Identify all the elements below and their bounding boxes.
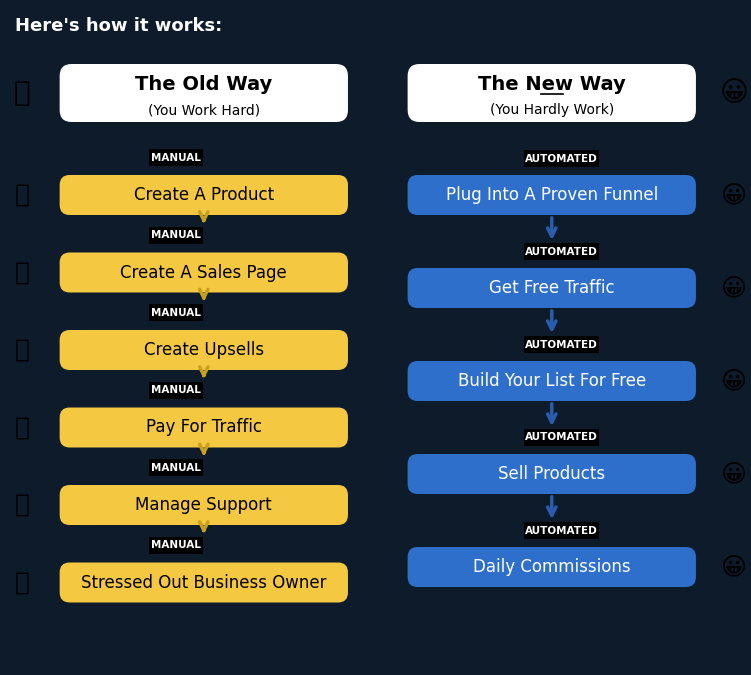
FancyBboxPatch shape xyxy=(524,336,599,353)
Text: 😀: 😀 xyxy=(721,183,746,207)
FancyBboxPatch shape xyxy=(524,522,599,539)
Text: MANUAL: MANUAL xyxy=(151,541,201,550)
Text: Get Free Traffic: Get Free Traffic xyxy=(489,279,614,297)
Text: AUTOMATED: AUTOMATED xyxy=(526,340,598,350)
FancyBboxPatch shape xyxy=(149,382,203,399)
Text: The New Way: The New Way xyxy=(478,74,626,94)
FancyBboxPatch shape xyxy=(524,429,599,446)
Text: Manage Support: Manage Support xyxy=(135,496,272,514)
FancyBboxPatch shape xyxy=(59,330,348,370)
FancyBboxPatch shape xyxy=(408,361,696,401)
FancyBboxPatch shape xyxy=(59,408,348,448)
Text: Sell Products: Sell Products xyxy=(498,465,605,483)
Text: 😀: 😀 xyxy=(721,369,746,393)
Text: 🚫: 🚫 xyxy=(14,183,29,207)
Text: Plug Into A Proven Funnel: Plug Into A Proven Funnel xyxy=(445,186,658,204)
FancyBboxPatch shape xyxy=(524,243,599,260)
Text: Create Upsells: Create Upsells xyxy=(143,341,264,359)
FancyBboxPatch shape xyxy=(149,537,203,554)
FancyBboxPatch shape xyxy=(59,485,348,525)
FancyBboxPatch shape xyxy=(408,64,696,122)
FancyBboxPatch shape xyxy=(408,454,696,494)
FancyBboxPatch shape xyxy=(149,304,203,321)
Text: (You Work Hard): (You Work Hard) xyxy=(148,103,260,117)
Text: The Old Way: The Old Way xyxy=(135,74,273,94)
Text: 🚫: 🚫 xyxy=(14,570,29,595)
Text: Create A Sales Page: Create A Sales Page xyxy=(120,263,287,281)
Text: MANUAL: MANUAL xyxy=(151,463,201,473)
Text: (You Hardly Work): (You Hardly Work) xyxy=(490,103,614,117)
FancyBboxPatch shape xyxy=(524,150,599,167)
FancyBboxPatch shape xyxy=(59,175,348,215)
Text: 🚫: 🚫 xyxy=(14,416,29,439)
Text: 😀: 😀 xyxy=(719,79,748,107)
FancyBboxPatch shape xyxy=(59,252,348,292)
Text: AUTOMATED: AUTOMATED xyxy=(526,433,598,443)
Text: Here's how it works:: Here's how it works: xyxy=(15,17,222,35)
Text: 🚫: 🚫 xyxy=(14,338,29,362)
Text: MANUAL: MANUAL xyxy=(151,153,201,163)
Text: 🚫: 🚫 xyxy=(14,261,29,284)
Text: 🚫: 🚫 xyxy=(14,493,29,517)
Text: Pay For Traffic: Pay For Traffic xyxy=(146,418,262,437)
Text: MANUAL: MANUAL xyxy=(151,230,201,240)
Text: Build Your List For Free: Build Your List For Free xyxy=(457,372,646,390)
FancyBboxPatch shape xyxy=(149,227,203,244)
Text: 😀: 😀 xyxy=(721,276,746,300)
Text: 😀: 😀 xyxy=(721,555,746,579)
Text: AUTOMATED: AUTOMATED xyxy=(526,246,598,256)
Text: MANUAL: MANUAL xyxy=(151,308,201,318)
FancyBboxPatch shape xyxy=(408,547,696,587)
FancyBboxPatch shape xyxy=(149,460,203,477)
Text: AUTOMATED: AUTOMATED xyxy=(526,526,598,535)
Text: 🚫: 🚫 xyxy=(14,79,30,107)
Text: Daily Commissions: Daily Commissions xyxy=(473,558,631,576)
Text: MANUAL: MANUAL xyxy=(151,385,201,396)
FancyBboxPatch shape xyxy=(149,149,203,166)
Text: Stressed Out Business Owner: Stressed Out Business Owner xyxy=(81,574,327,591)
FancyBboxPatch shape xyxy=(408,175,696,215)
Text: Create A Product: Create A Product xyxy=(134,186,274,204)
Text: 😀: 😀 xyxy=(721,462,746,486)
FancyBboxPatch shape xyxy=(59,64,348,122)
FancyBboxPatch shape xyxy=(59,562,348,603)
Text: AUTOMATED: AUTOMATED xyxy=(526,153,598,163)
FancyBboxPatch shape xyxy=(408,268,696,308)
